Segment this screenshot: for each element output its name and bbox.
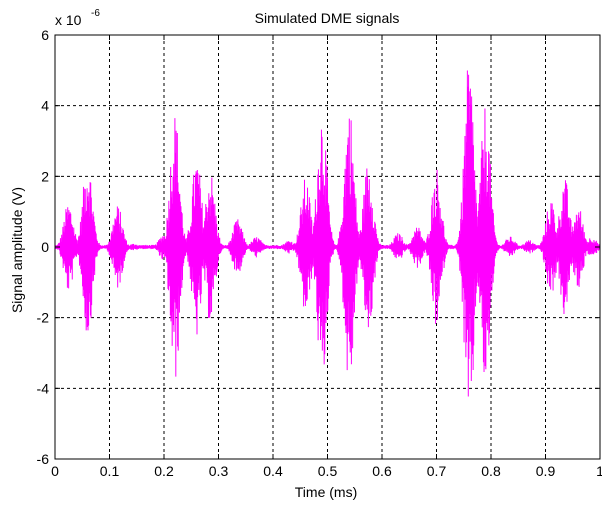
chart-title: Simulated DME signals — [255, 10, 400, 26]
y-tick-label: -2 — [37, 310, 50, 326]
x-tick-label: 0.6 — [372, 463, 392, 479]
y-tick-label: -6 — [37, 451, 50, 467]
y-tick-label: -4 — [37, 380, 50, 396]
x-tick-label: 0 — [51, 463, 59, 479]
x-tick-label: 0.5 — [318, 463, 338, 479]
y-scale-base: x 10 — [55, 12, 82, 28]
y-tick-label: 0 — [41, 239, 49, 255]
signal-series-line — [54, 70, 601, 397]
x-tick-label: 1 — [596, 463, 602, 479]
x-tick-label: 0.2 — [154, 463, 174, 479]
x-tick-label: 0.3 — [209, 463, 229, 479]
x-tick-label: 0.1 — [100, 463, 120, 479]
y-scale-power: -6 — [91, 8, 100, 19]
x-tick-label: 0.8 — [481, 463, 501, 479]
x-axis-label: Time (ms) — [295, 484, 357, 500]
y-tick-label: 6 — [41, 27, 49, 43]
x-tick-label: 0.9 — [536, 463, 556, 479]
x-tick-label: 0.4 — [263, 463, 283, 479]
x-tick-label: 0.7 — [427, 463, 447, 479]
plot-area: 0 0.1 0.2 0.3 0.4 0.5 0.6 0.7 0.8 0.9 1 -6 -4 -2 0 2 4 6 — [37, 27, 602, 479]
y-tick-label: 4 — [41, 98, 49, 114]
y-scale-exponent: x 10 -6 — [55, 8, 100, 28]
y-tick-label: 2 — [41, 168, 49, 184]
y-axis-label: Signal amplitude (V) — [9, 187, 25, 313]
